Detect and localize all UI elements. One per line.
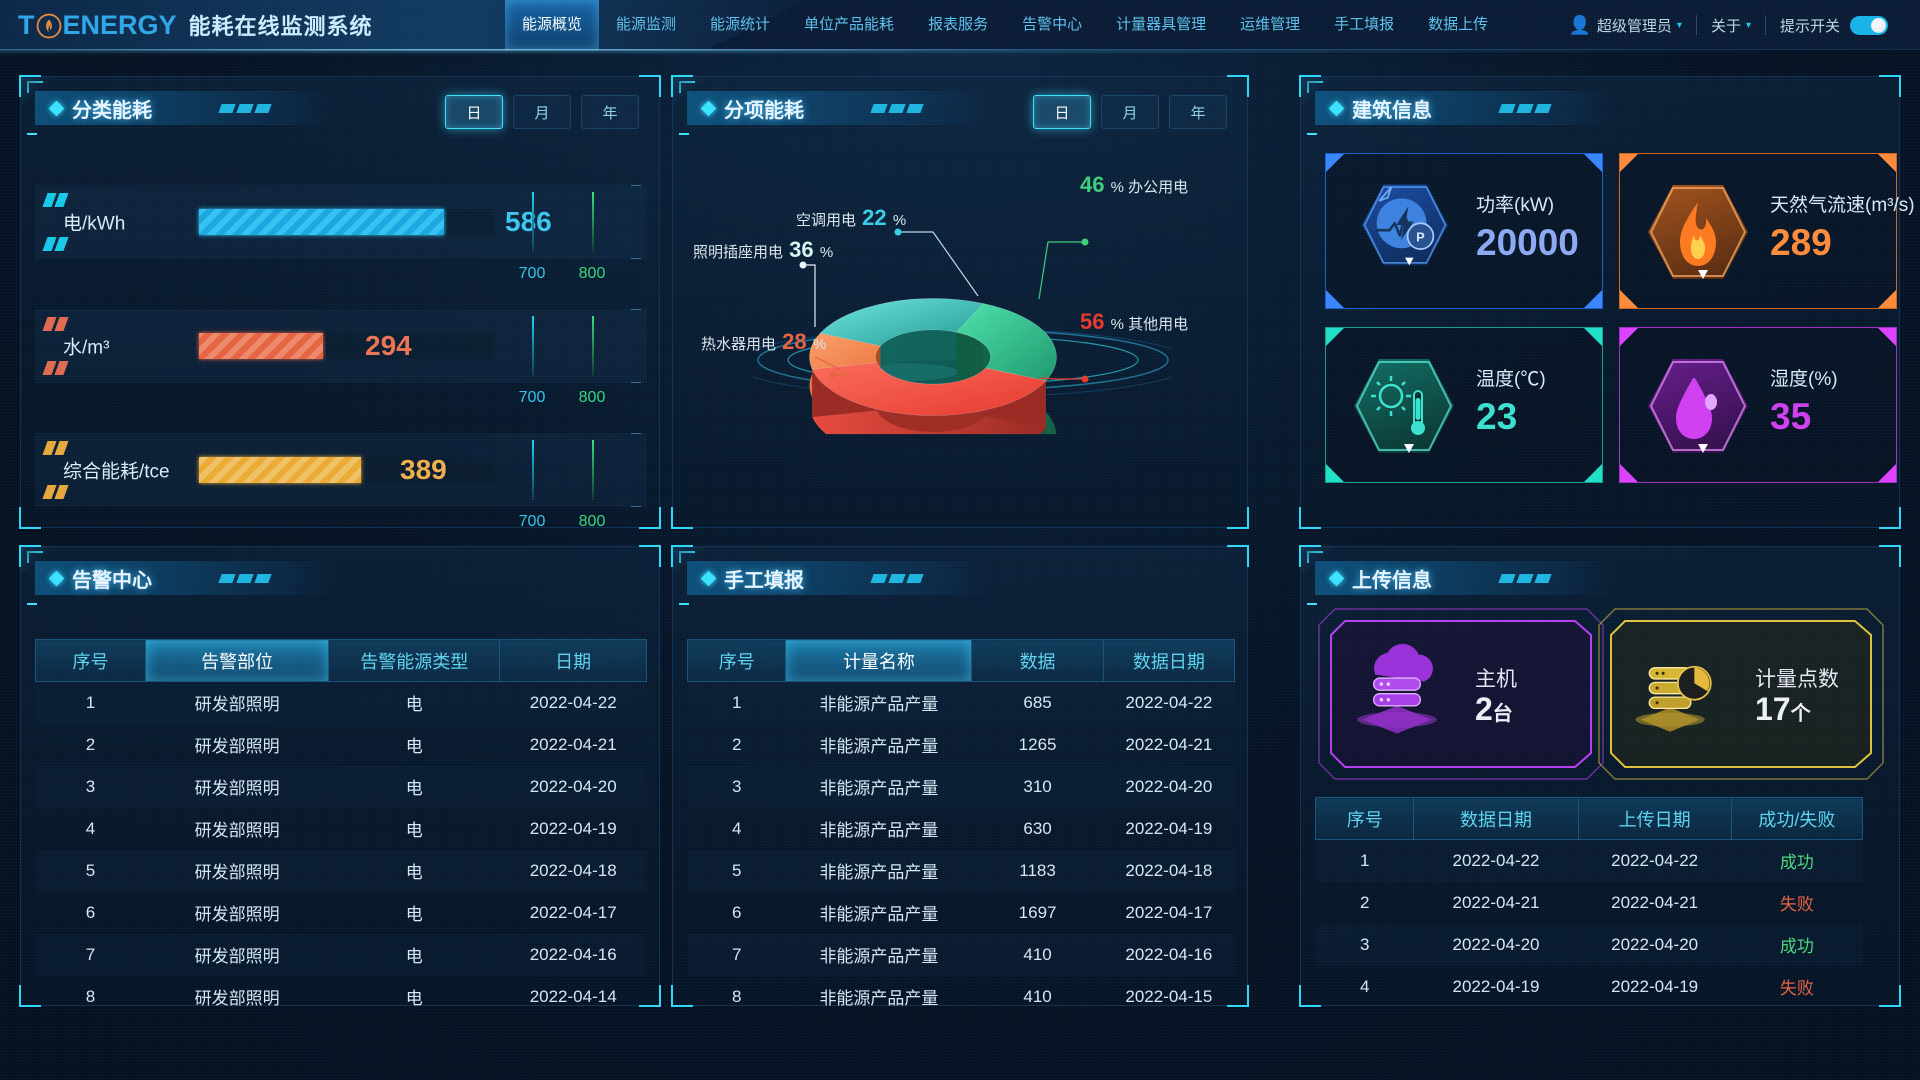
svg-text:P: P bbox=[1416, 229, 1425, 244]
